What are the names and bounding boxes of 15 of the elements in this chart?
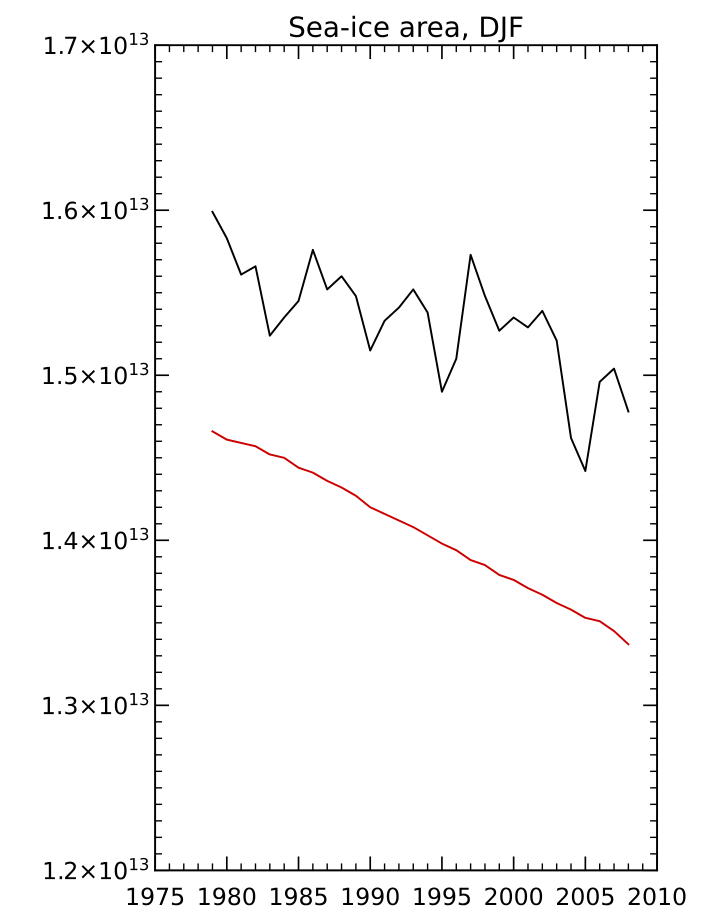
x-tick-label: 1980 xyxy=(199,887,256,906)
x-tick-label: 1975 xyxy=(128,887,184,906)
x-tick-label: 1995 xyxy=(414,887,470,906)
y-tick-label: 1.6×10$^{13}$ xyxy=(44,198,148,220)
chart-title: Sea-ice area, DJF xyxy=(290,16,522,42)
y-tick-label: 1.4×10$^{13}$ xyxy=(44,528,148,550)
y-tick-label: 1.2×10$^{13}$ xyxy=(44,858,148,880)
x-tick-label: 2000 xyxy=(485,887,542,906)
y-tick-label: 1.3×10$^{13}$ xyxy=(44,692,148,714)
y-tick-label: 1.5×10$^{13}$ xyxy=(44,362,148,384)
y-tick-label: 1.7×10$^{13}$ xyxy=(45,32,148,54)
x-tick-label: 2010 xyxy=(628,887,686,906)
x-tick-label: 2005 xyxy=(557,887,614,906)
x-tick-label: 1985 xyxy=(271,887,326,906)
x-tick-label: 1990 xyxy=(342,887,399,906)
